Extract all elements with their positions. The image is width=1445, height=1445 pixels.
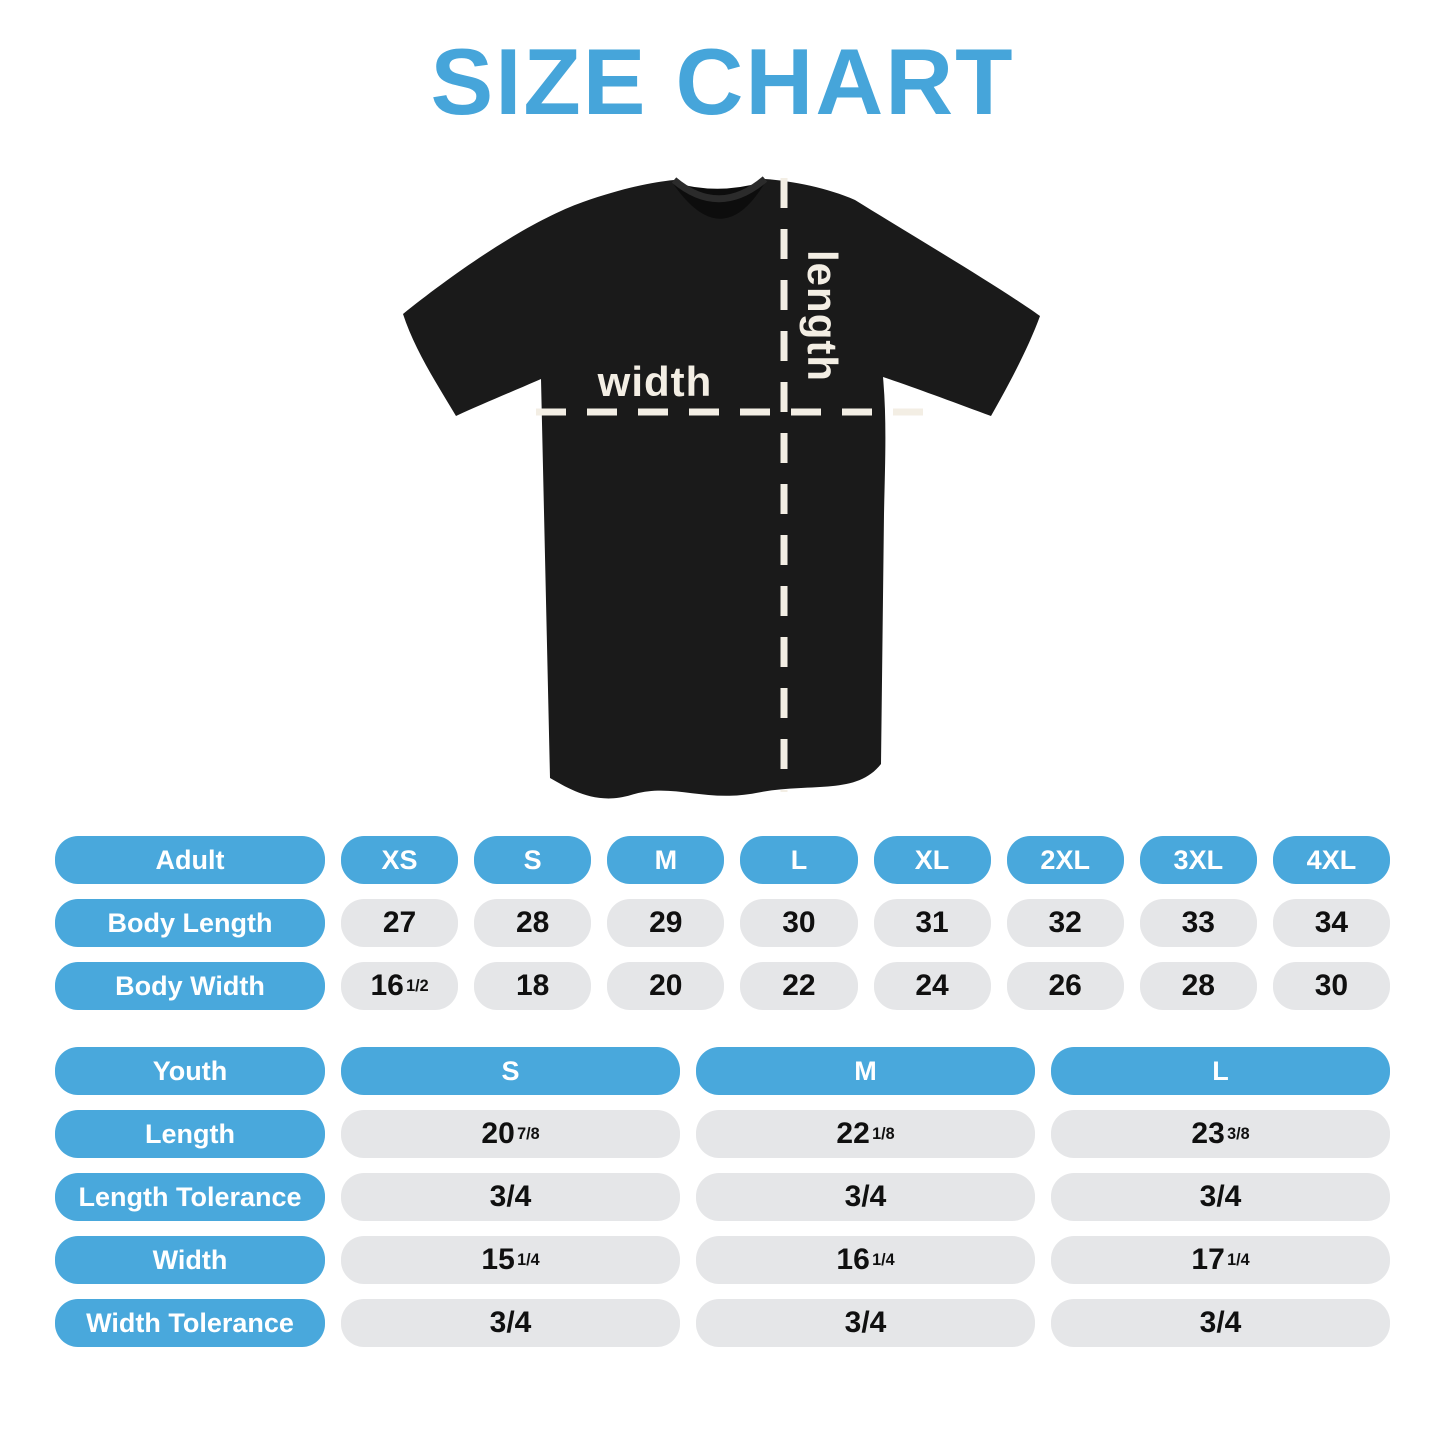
youth-width-tol-m: 3/4: [696, 1299, 1035, 1347]
width-label: width: [597, 358, 713, 405]
body-length-xs: 27: [341, 899, 459, 947]
body-length-m: 29: [607, 899, 725, 947]
row-label-width: Width: [55, 1236, 325, 1284]
adult-col-3xl: 3XL: [1139, 836, 1257, 884]
youth-col-l: L: [1051, 1047, 1390, 1095]
body-width-4xl: 30: [1272, 962, 1390, 1010]
youth-width-m: 16 1/4: [696, 1236, 1035, 1284]
row-label-width-tolerance: Width Tolerance: [55, 1299, 325, 1347]
body-width-xs: 16 1/2: [341, 962, 459, 1010]
adult-table-title: Adult: [55, 836, 325, 884]
body-length-l: 30: [740, 899, 858, 947]
youth-width-tol-l: 3/4: [1051, 1299, 1390, 1347]
adult-col-l: L: [740, 836, 858, 884]
page-title: SIZE CHART: [430, 29, 1015, 134]
size-tables: Adult XS S M L XL 2XL 3XL 4XL Body Lengt…: [55, 836, 1390, 1362]
youth-length-l: 23 3/8: [1051, 1110, 1390, 1158]
adult-col-4xl: 4XL: [1272, 836, 1390, 884]
body-length-2xl: 32: [1006, 899, 1124, 947]
youth-col-m: M: [696, 1047, 1035, 1095]
adult-col-2xl: 2XL: [1006, 836, 1124, 884]
body-length-3xl: 33: [1139, 899, 1257, 947]
tshirt-diagram-svg: width length: [403, 176, 1040, 799]
youth-length-tolerance-row: Length Tolerance 3/4 3/4 3/4: [55, 1173, 1390, 1221]
body-width-3xl: 28: [1139, 962, 1257, 1010]
youth-width-tol-s: 3/4: [341, 1299, 680, 1347]
body-length-s: 28: [474, 899, 592, 947]
youth-width-tolerance-row: Width Tolerance 3/4 3/4 3/4: [55, 1299, 1390, 1347]
adult-body-width-row: Body Width 16 1/2 18 20 22 24 26 28 30: [55, 962, 1390, 1010]
body-width-l: 22: [740, 962, 858, 1010]
adult-col-m: M: [607, 836, 725, 884]
youth-header-row: Youth S M L: [55, 1047, 1390, 1095]
row-label-length: Length: [55, 1110, 325, 1158]
youth-width-s: 15 1/4: [341, 1236, 680, 1284]
youth-length-row: Length 20 7/8 22 1/8 23 3/8: [55, 1110, 1390, 1158]
row-label-body-width: Body Width: [55, 962, 325, 1010]
table-spacer: [55, 1025, 1390, 1047]
youth-length-tol-m: 3/4: [696, 1173, 1035, 1221]
youth-width-row: Width 15 1/4 16 1/4 17 1/4: [55, 1236, 1390, 1284]
youth-table-title: Youth: [55, 1047, 325, 1095]
adult-col-s: S: [474, 836, 592, 884]
body-width-s: 18: [474, 962, 592, 1010]
youth-length-s: 20 7/8: [341, 1110, 680, 1158]
youth-length-m: 22 1/8: [696, 1110, 1035, 1158]
row-label-body-length: Body Length: [55, 899, 325, 947]
youth-length-tol-s: 3/4: [341, 1173, 680, 1221]
tshirt-silhouette: [403, 179, 1040, 799]
body-width-m: 20: [607, 962, 725, 1010]
youth-length-tol-l: 3/4: [1051, 1173, 1390, 1221]
length-label: length: [799, 250, 846, 382]
tshirt-collar-rib: [671, 176, 768, 203]
body-width-xl: 24: [873, 962, 991, 1010]
body-width-2xl: 26: [1006, 962, 1124, 1010]
adult-col-xs: XS: [341, 836, 459, 884]
body-length-xl: 31: [873, 899, 991, 947]
youth-width-l: 17 1/4: [1051, 1236, 1390, 1284]
body-length-4xl: 34: [1272, 899, 1390, 947]
youth-col-s: S: [341, 1047, 680, 1095]
adult-col-xl: XL: [873, 836, 991, 884]
row-label-length-tolerance: Length Tolerance: [55, 1173, 325, 1221]
adult-body-length-row: Body Length 27 28 29 30 31 32 33 34: [55, 899, 1390, 947]
adult-header-row: Adult XS S M L XL 2XL 3XL 4XL: [55, 836, 1390, 884]
tshirt-measurement-diagram: width length: [378, 163, 1068, 825]
